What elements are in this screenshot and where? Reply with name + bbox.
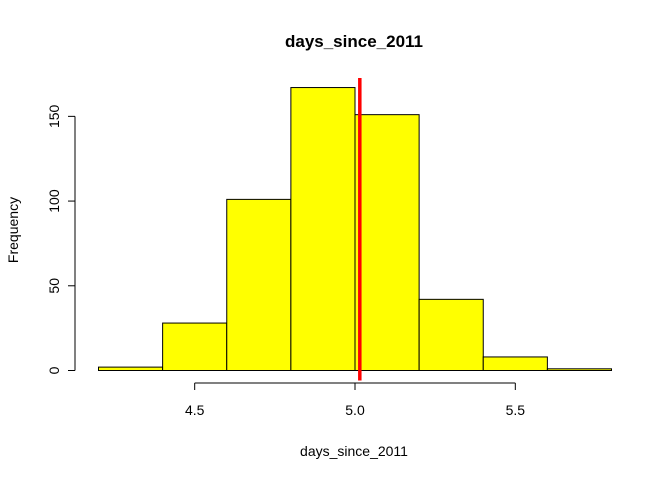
- x-tick-label-3: 5.5: [506, 402, 526, 418]
- y-tick-label-2: 50: [46, 278, 62, 294]
- x-axis-label: days_since_2011: [300, 443, 408, 459]
- y-tick-label-4: 150: [46, 104, 62, 128]
- y-axis-label: Frequency: [5, 197, 21, 263]
- chart-title: days_since_2011: [285, 32, 423, 51]
- bars-group: [98, 87, 612, 372]
- histogram-bar-7: [482, 356, 548, 371]
- histogram-bar-1: [98, 366, 164, 371]
- y-tick-label-3: 100: [46, 189, 62, 213]
- histogram-bar-3: [226, 198, 292, 371]
- histogram-bar-5: [354, 114, 420, 371]
- y-tick-label-1: 0: [46, 366, 62, 374]
- x-tick-label-1: 4.5: [185, 402, 205, 418]
- histogram-bar-2: [162, 322, 228, 371]
- histogram-bar-4: [290, 87, 356, 371]
- y-axis: 0 50 100 150: [46, 104, 76, 374]
- histogram-bar-6: [418, 298, 484, 371]
- x-tick-label-2: 5.0: [345, 402, 365, 418]
- x-axis: 4.5 5.0 5.5: [185, 382, 526, 418]
- histogram-bar-8: [546, 368, 612, 372]
